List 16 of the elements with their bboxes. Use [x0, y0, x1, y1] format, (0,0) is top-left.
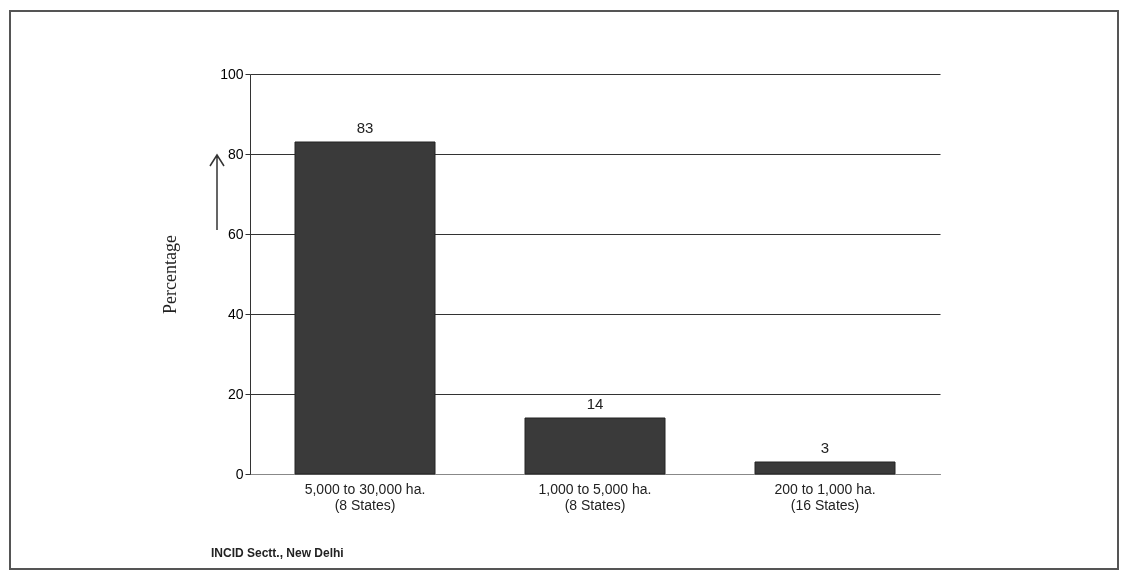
text: INCID Sectt., New Delhi — [211, 546, 344, 560]
y-tick-label: 60 — [227, 225, 244, 242]
x-tick-label: 5,000 to 30,000 ha. (8 States) — [304, 480, 426, 513]
y-tick-label: 40 — [227, 305, 244, 322]
y-tick-label: 0 — [235, 465, 244, 482]
y-tick-label: 80 — [227, 145, 244, 162]
y-tick-label: 20 — [227, 385, 244, 402]
data-label: 3 — [820, 439, 830, 456]
data-label: 83 — [356, 119, 374, 136]
y-tick-label: 100 — [220, 65, 244, 82]
x-tick-label: 200 to 1,000 ha. (16 States) — [774, 480, 876, 513]
bar — [754, 461, 896, 475]
bar — [524, 417, 666, 475]
data-label: 14 — [586, 395, 604, 412]
y-axis-title: Percentage — [160, 235, 181, 314]
x-tick-label: 1,000 to 5,000 ha. (8 States) — [538, 480, 652, 513]
